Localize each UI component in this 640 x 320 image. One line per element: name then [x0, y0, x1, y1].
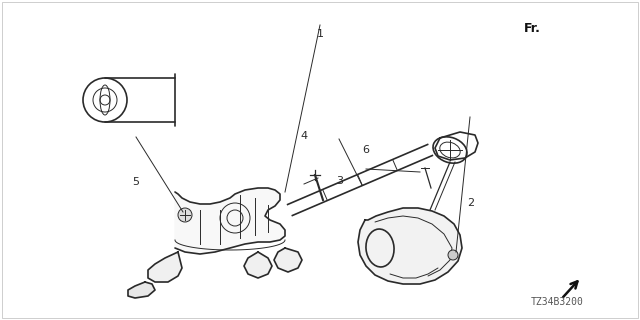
Text: 3: 3 — [336, 176, 342, 186]
Text: 4: 4 — [300, 131, 308, 141]
Text: TZ34B3200: TZ34B3200 — [531, 297, 583, 307]
Polygon shape — [148, 252, 182, 282]
Text: 6: 6 — [363, 145, 369, 156]
Circle shape — [448, 250, 458, 260]
Text: Fr.: Fr. — [524, 22, 541, 35]
Polygon shape — [128, 282, 155, 298]
Polygon shape — [244, 252, 272, 278]
Polygon shape — [358, 208, 462, 284]
Polygon shape — [274, 248, 302, 272]
Text: 2: 2 — [467, 198, 474, 208]
Polygon shape — [175, 188, 285, 254]
Circle shape — [178, 208, 192, 222]
Text: 1: 1 — [317, 28, 323, 39]
Text: 5: 5 — [132, 177, 139, 188]
